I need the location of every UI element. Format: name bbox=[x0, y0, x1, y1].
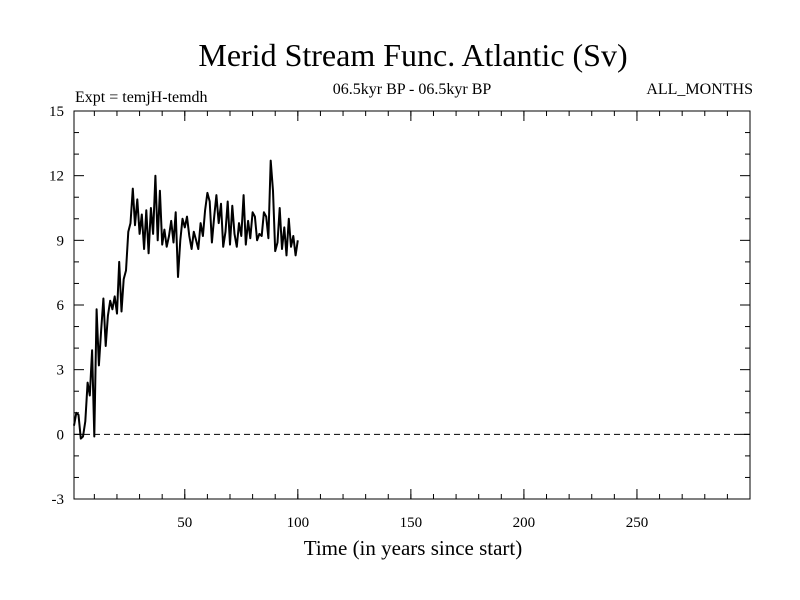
y-tick-label: 12 bbox=[49, 169, 64, 185]
y-tick-label: 9 bbox=[57, 233, 65, 249]
x-tick-label: 50 bbox=[177, 515, 192, 531]
x-tick-label: 150 bbox=[400, 515, 423, 531]
y-tick-label: 6 bbox=[57, 298, 65, 314]
months-label: ALL_MONTHS bbox=[646, 81, 753, 98]
x-tick-label: 250 bbox=[626, 515, 649, 531]
y-tick-label: 15 bbox=[49, 104, 64, 120]
experiment-label: Expt = temjH-temdh bbox=[75, 89, 208, 106]
x-tick-label: 100 bbox=[287, 515, 310, 531]
x-axis-label: Time (in years since start) bbox=[304, 536, 523, 560]
y-tick-label: 0 bbox=[57, 427, 65, 443]
series-line bbox=[73, 159, 299, 440]
y-tick-label: 3 bbox=[57, 363, 65, 379]
period-label: 06.5kyr BP - 06.5kyr BP bbox=[333, 81, 492, 98]
y-tick-label: -3 bbox=[52, 492, 65, 508]
x-tick-label: 200 bbox=[513, 515, 536, 531]
chart-title: Merid Stream Func. Atlantic (Sv) bbox=[198, 37, 627, 73]
plot-area: 50 100 150 200 250 -3 0 3 6 9 12 15 bbox=[49, 104, 751, 531]
